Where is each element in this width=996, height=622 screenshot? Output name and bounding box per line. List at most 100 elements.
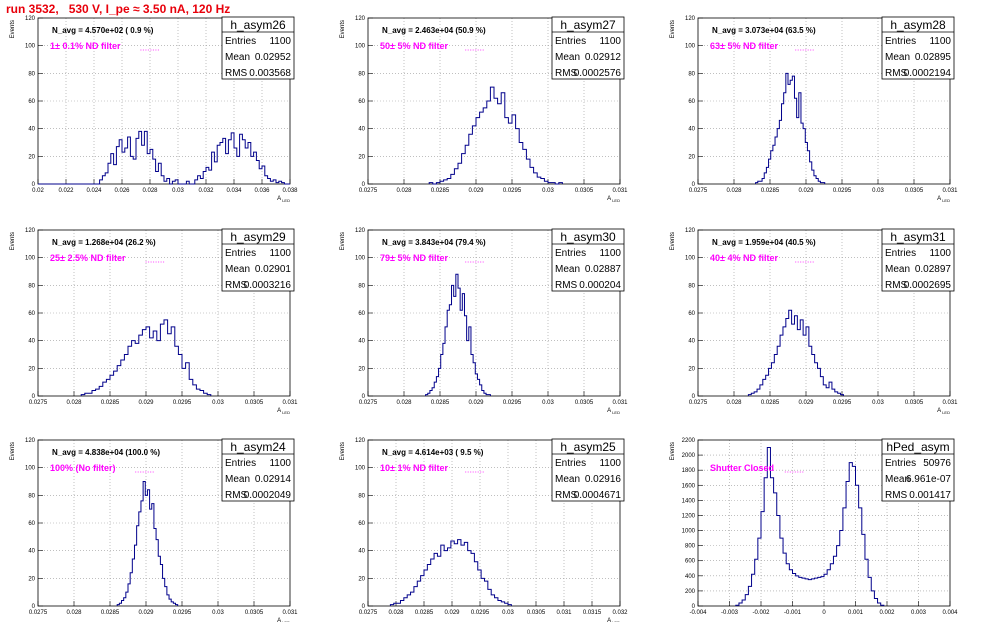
y-tick-label: 100 bbox=[685, 44, 696, 50]
x-tick-label: 0.03 bbox=[872, 188, 884, 194]
y-tick-label: 0 bbox=[692, 182, 696, 188]
y-tick-label: 0 bbox=[362, 182, 366, 188]
stats-label-rms: RMS bbox=[555, 490, 578, 501]
stats-label-rms: RMS bbox=[225, 280, 248, 291]
y-tick-label: 60 bbox=[358, 311, 365, 317]
histogram-series bbox=[389, 539, 512, 606]
x-tick-label: 0.028 bbox=[396, 400, 412, 406]
y-tick-label: 100 bbox=[355, 256, 366, 262]
stats-label-entries: Entries bbox=[555, 458, 586, 469]
stats-label-entries: Entries bbox=[225, 248, 256, 259]
x-tick-label: 0.028 bbox=[396, 188, 412, 194]
x-tick-label: 0.0295 bbox=[503, 188, 522, 194]
stats-value-rms: 0.0002194 bbox=[904, 68, 952, 79]
stats-label-entries: Entries bbox=[225, 36, 256, 47]
stats-value-rms: 0.001417 bbox=[909, 490, 951, 501]
stats-value-mean: 0.02912 bbox=[585, 52, 622, 63]
stats-label-entries: Entries bbox=[885, 248, 916, 259]
x-tick-label: 0.003 bbox=[911, 610, 927, 616]
x-tick-label: -0.001 bbox=[784, 610, 802, 616]
histogram-panel: 0.0275 0.028 0.0285 0.029 0.0295 0.03 0.0305 0.… bbox=[340, 16, 628, 203]
x-tick-label: 0.028 bbox=[726, 188, 742, 194]
x-tick-label: 0.0275 bbox=[689, 400, 708, 406]
stats-title: h_asym27 bbox=[560, 18, 616, 32]
y-axis-title: Events bbox=[340, 232, 346, 250]
x-tick-label: -0.004 bbox=[689, 610, 707, 616]
y-axis-title: Events bbox=[10, 20, 16, 38]
navg-text: N_avg = 4.570e+02 ( 0.9 %) bbox=[52, 26, 154, 35]
x-tick-label: 0.031 bbox=[282, 610, 298, 616]
y-tick-label: 20 bbox=[28, 576, 35, 582]
y-tick-label: 60 bbox=[28, 521, 35, 527]
y-tick-label: 0 bbox=[32, 604, 36, 610]
x-tick-label: 0.03 bbox=[542, 400, 554, 406]
x-tick-label: 0.029 bbox=[798, 188, 814, 194]
stats-box bbox=[221, 438, 295, 502]
navg-text: N_avg = 2.463e+04 (50.9 %) bbox=[382, 26, 486, 35]
y-tick-label: 40 bbox=[688, 339, 695, 345]
y-tick-label: 60 bbox=[358, 521, 365, 527]
stats-value-rms: 0.0002576 bbox=[574, 68, 622, 79]
histogram-series bbox=[38, 130, 290, 185]
y-tick-label: 40 bbox=[28, 339, 35, 345]
x-tick-label: 0.03 bbox=[542, 188, 554, 194]
x-tick-label: 0.0275 bbox=[29, 610, 48, 616]
y-tick-label: 1800 bbox=[682, 468, 696, 474]
stats-value-entries: 1100 bbox=[929, 248, 951, 259]
y-tick-label: 0 bbox=[692, 604, 696, 610]
y-tick-label: 100 bbox=[685, 256, 696, 262]
y-axis-title: Events bbox=[340, 20, 346, 38]
y-tick-label: 80 bbox=[28, 493, 35, 499]
y-tick-label: 60 bbox=[28, 99, 35, 105]
x-axis-title: A LED bbox=[937, 408, 950, 415]
x-tick-label: 0.029 bbox=[138, 400, 154, 406]
x-tick-label: 0.0305 bbox=[905, 188, 924, 194]
x-tick-label: 0.0315 bbox=[583, 610, 602, 616]
stats-label-entries: Entries bbox=[885, 458, 916, 469]
x-tick-label: 0.029 bbox=[468, 400, 484, 406]
x-tick-label: -0.002 bbox=[752, 610, 770, 616]
x-tick-label: 0.036 bbox=[254, 188, 270, 194]
stats-value-entries: 1100 bbox=[599, 458, 621, 469]
y-tick-label: 40 bbox=[28, 127, 35, 133]
stats-label-entries: Entries bbox=[555, 248, 586, 259]
y-tick-label: 0 bbox=[32, 182, 36, 188]
y-axis-title: Events bbox=[10, 442, 16, 460]
stats-value-mean: 0.02901 bbox=[255, 264, 292, 275]
stats-value-mean: 0.02914 bbox=[255, 474, 292, 485]
stats-title: h_asym26 bbox=[230, 18, 286, 32]
x-tick-label: 0.032 bbox=[612, 610, 628, 616]
y-tick-label: 100 bbox=[355, 466, 366, 472]
y-tick-label: 40 bbox=[688, 127, 695, 133]
y-tick-label: 40 bbox=[358, 339, 365, 345]
x-axis-title: A LED bbox=[277, 618, 290, 622]
x-tick-label: 0.004 bbox=[942, 610, 958, 616]
stats-value-rms: 0.0002049 bbox=[244, 490, 292, 501]
y-tick-label: 20 bbox=[358, 366, 365, 372]
stats-value-mean: 0.02952 bbox=[255, 52, 292, 63]
y-axis-title: Events bbox=[670, 442, 676, 460]
stats-value-rms: 0.000204 bbox=[579, 280, 621, 291]
y-tick-label: 800 bbox=[685, 544, 696, 550]
stats-label-rms: RMS bbox=[225, 68, 248, 79]
stats-value-entries: 1100 bbox=[269, 248, 291, 259]
stats-label-mean: Mean bbox=[885, 474, 910, 485]
stats-label-mean: Mean bbox=[225, 52, 250, 63]
x-axis-title: A LED bbox=[607, 618, 620, 622]
y-tick-label: 200 bbox=[685, 589, 696, 595]
x-tick-label: 0.0295 bbox=[833, 400, 852, 406]
stats-title: h_asym31 bbox=[890, 230, 946, 244]
histogram-panel: 0.0275 0.028 0.0285 0.029 0.0295 0.03 0.0305 0.… bbox=[10, 228, 298, 415]
histogram-series bbox=[428, 86, 563, 185]
x-tick-label: 0.031 bbox=[942, 400, 958, 406]
y-tick-label: 0 bbox=[32, 394, 36, 400]
filter-label: 100% (No filter) bbox=[50, 463, 116, 473]
stats-value-rms: 0.0003216 bbox=[244, 280, 292, 291]
navg-text: N_avg = 3.843e+04 (79.4 %) bbox=[382, 238, 486, 247]
x-tick-label: 0.0305 bbox=[245, 610, 264, 616]
navg-text: N_avg = 3.073e+04 (63.5 %) bbox=[712, 26, 816, 35]
stats-label-entries: Entries bbox=[225, 458, 256, 469]
y-tick-label: 120 bbox=[25, 228, 36, 234]
x-tick-label: 0.0305 bbox=[575, 188, 594, 194]
x-tick-label: 0.026 bbox=[114, 188, 130, 194]
